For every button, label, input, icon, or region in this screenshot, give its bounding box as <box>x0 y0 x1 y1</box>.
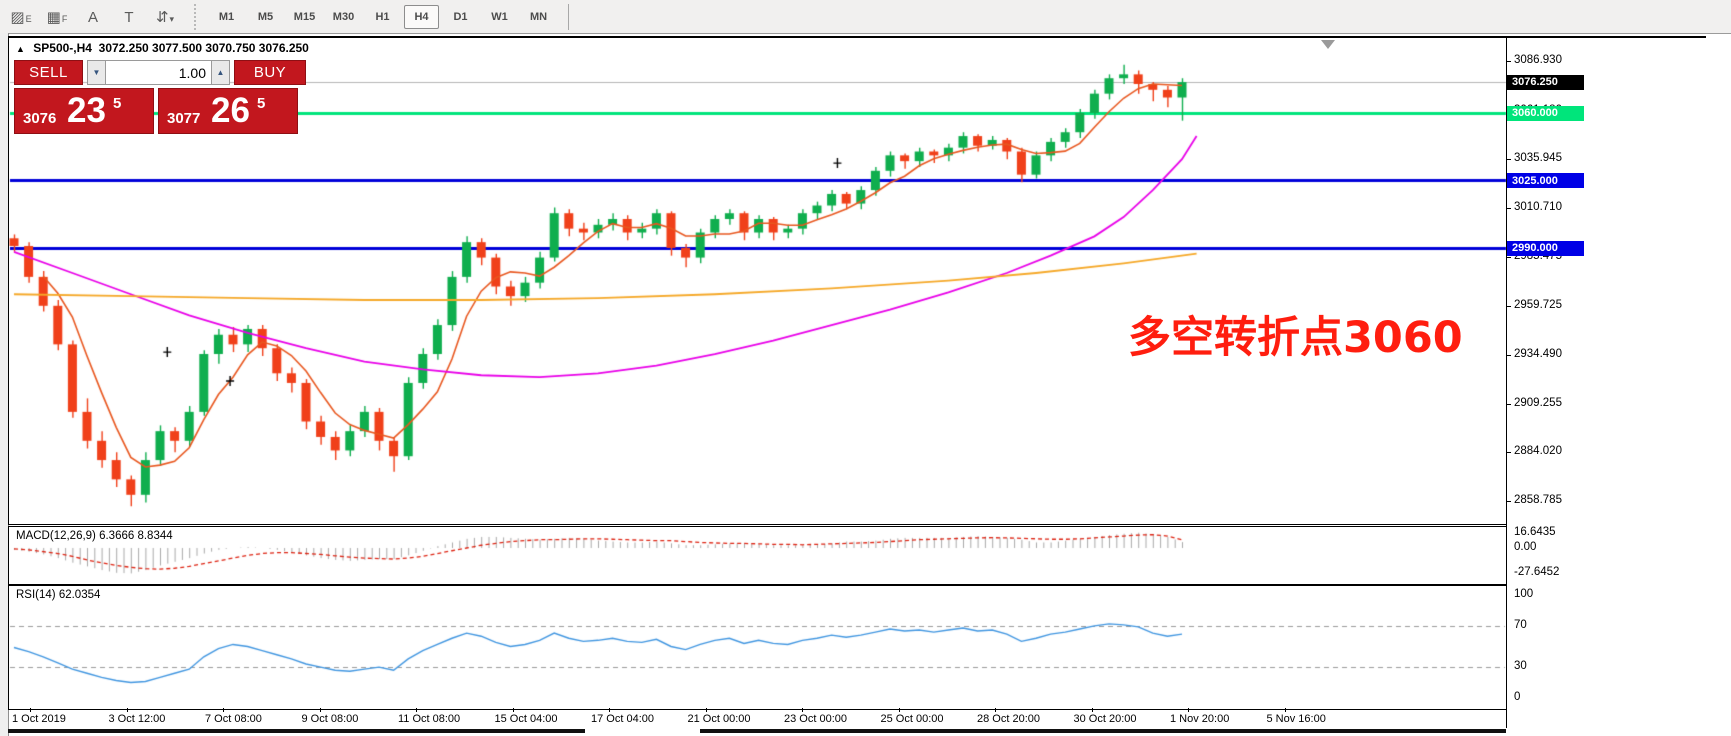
hline-price-badge: 2990.000 <box>1507 240 1584 256</box>
date-axis-tick <box>1188 708 1189 712</box>
price-axis-tick-label[interactable]: 3010.710 <box>1514 200 1562 213</box>
date-axis-label[interactable]: 15 Oct 04:00 <box>494 713 558 725</box>
date-axis-label[interactable]: 28 Oct 20:00 <box>977 713 1040 725</box>
macd-axis-tick-label[interactable]: 16.6435 <box>1514 525 1556 538</box>
chart-shift-marker-icon[interactable] <box>1321 40 1335 49</box>
volume-increase-button[interactable]: ▲ <box>211 60 230 85</box>
buy-price-box[interactable]: 3077 26 5 <box>158 88 298 134</box>
date-axis-label[interactable]: 17 Oct 04:00 <box>591 713 654 725</box>
horizontal-scrollbar-segment[interactable] <box>8 729 585 733</box>
chart-text-annotation[interactable]: 多空转折点3060 <box>1128 313 1463 363</box>
chart-title: ▲ SP500-,H4 3072.250 3077.500 3070.750 3… <box>16 41 309 55</box>
date-axis-tick <box>416 708 417 712</box>
price-axis-tick <box>1506 306 1511 308</box>
date-axis-label[interactable]: 11 Oct 08:00 <box>398 713 461 725</box>
hline-price-badge: 3060.000 <box>1507 105 1584 121</box>
price-axis-tick <box>1506 354 1511 356</box>
buy-price-sup: 5 <box>257 95 266 112</box>
sell-button[interactable]: SELL <box>14 60 83 85</box>
date-axis-label[interactable]: 1 Nov 20:00 <box>1170 713 1230 725</box>
price-axis-tick <box>1506 501 1511 502</box>
rsi-axis-tick-label[interactable]: 0 <box>1514 691 1521 703</box>
rsi-axis-tick-label[interactable]: 100 <box>1514 588 1534 600</box>
date-axis-tick <box>126 708 128 712</box>
date-axis-tick <box>1091 708 1093 712</box>
macd-axis-tick-label[interactable]: 0.00 <box>1514 541 1537 553</box>
symbol-marker-icon: ▲ <box>16 44 25 54</box>
date-axis-label[interactable]: 1 Oct 2019 <box>12 713 66 725</box>
buy-button[interactable]: BUY <box>234 60 306 85</box>
date-axis-label[interactable]: 21 Oct 00:00 <box>687 713 751 725</box>
date-axis-label[interactable]: 7 Oct 08:00 <box>205 713 262 725</box>
price-axis-tick <box>1506 452 1511 454</box>
price-axis-tick-label[interactable]: 2884.020 <box>1514 445 1562 458</box>
date-axis-label[interactable]: 23 Oct 00:00 <box>784 713 847 725</box>
date-axis-tick <box>30 708 31 712</box>
macd-axis-tick-label[interactable]: -27.6452 <box>1514 566 1560 579</box>
hline-price-badge: 3025.000 <box>1507 173 1584 189</box>
date-axis-tick <box>609 708 610 712</box>
price-axis-tick-label[interactable]: 2909.255 <box>1514 396 1562 409</box>
volume-input[interactable]: 1.00 <box>106 60 211 85</box>
buy-price-main: 26 <box>211 91 250 130</box>
rsi-indicator-label: RSI(14) 62.0354 <box>16 589 101 601</box>
date-axis-tick <box>995 708 996 712</box>
date-axis-tick <box>705 708 707 712</box>
sell-price-prefix: 3076 <box>23 110 57 127</box>
date-axis-tick <box>898 708 900 712</box>
date-axis-tick <box>1284 708 1286 712</box>
volume-decrease-button[interactable]: ▼ <box>87 60 106 85</box>
sell-price-sup: 5 <box>113 95 122 112</box>
price-axis-tick <box>1506 61 1511 62</box>
buy-price-prefix: 3077 <box>167 110 201 127</box>
horizontal-scrollbar-segment[interactable] <box>700 729 1506 733</box>
rsi-axis-tick-label[interactable]: 70 <box>1514 618 1527 631</box>
date-axis-label[interactable]: 5 Nov 16:00 <box>1266 713 1326 725</box>
price-axis-tick-label[interactable]: 2959.725 <box>1514 299 1562 312</box>
date-axis-tick <box>223 708 224 712</box>
sell-price-box[interactable]: 3076 23 5 <box>14 88 154 134</box>
date-axis-label[interactable]: 30 Oct 20:00 <box>1073 713 1137 725</box>
price-axis-tick-label[interactable]: 2934.490 <box>1514 347 1562 360</box>
price-axis-border <box>1506 36 1507 728</box>
price-axis-tick <box>1506 256 1511 258</box>
one-click-trading-panel: SELL ▼ 1.00 ▲ BUY 3076 23 5 3077 26 5 <box>14 60 306 134</box>
rsi-axis-tick-label[interactable]: 30 <box>1514 660 1527 673</box>
date-axis-tick <box>319 708 321 712</box>
sell-price-main: 23 <box>67 91 106 130</box>
date-axis-label[interactable]: 9 Oct 08:00 <box>301 713 359 725</box>
price-axis-tick <box>1506 159 1511 161</box>
price-axis-tick-label[interactable]: 2858.785 <box>1514 494 1562 506</box>
chart-symbol-timeframe: SP500-,H4 <box>33 41 92 55</box>
chart-ohlc-values: 3072.250 3077.500 3070.750 3076.250 <box>98 41 309 55</box>
chart-top-border <box>8 36 1706 38</box>
price-axis-tick <box>1506 403 1511 405</box>
date-axis-label[interactable]: 25 Oct 00:00 <box>880 713 944 725</box>
date-axis-tick <box>512 708 514 712</box>
price-axis-tick <box>1506 207 1511 209</box>
current-price-badge: 3076.250 <box>1507 74 1584 90</box>
price-axis-tick-label[interactable]: 3035.945 <box>1514 152 1562 165</box>
price-axis-tick-label[interactable]: 3086.930 <box>1514 54 1562 66</box>
date-axis-tick <box>802 708 803 712</box>
macd-indicator-label: MACD(12,26,9) 6.3666 8.8344 <box>16 530 173 542</box>
date-axis-label[interactable]: 3 Oct 12:00 <box>108 713 166 725</box>
